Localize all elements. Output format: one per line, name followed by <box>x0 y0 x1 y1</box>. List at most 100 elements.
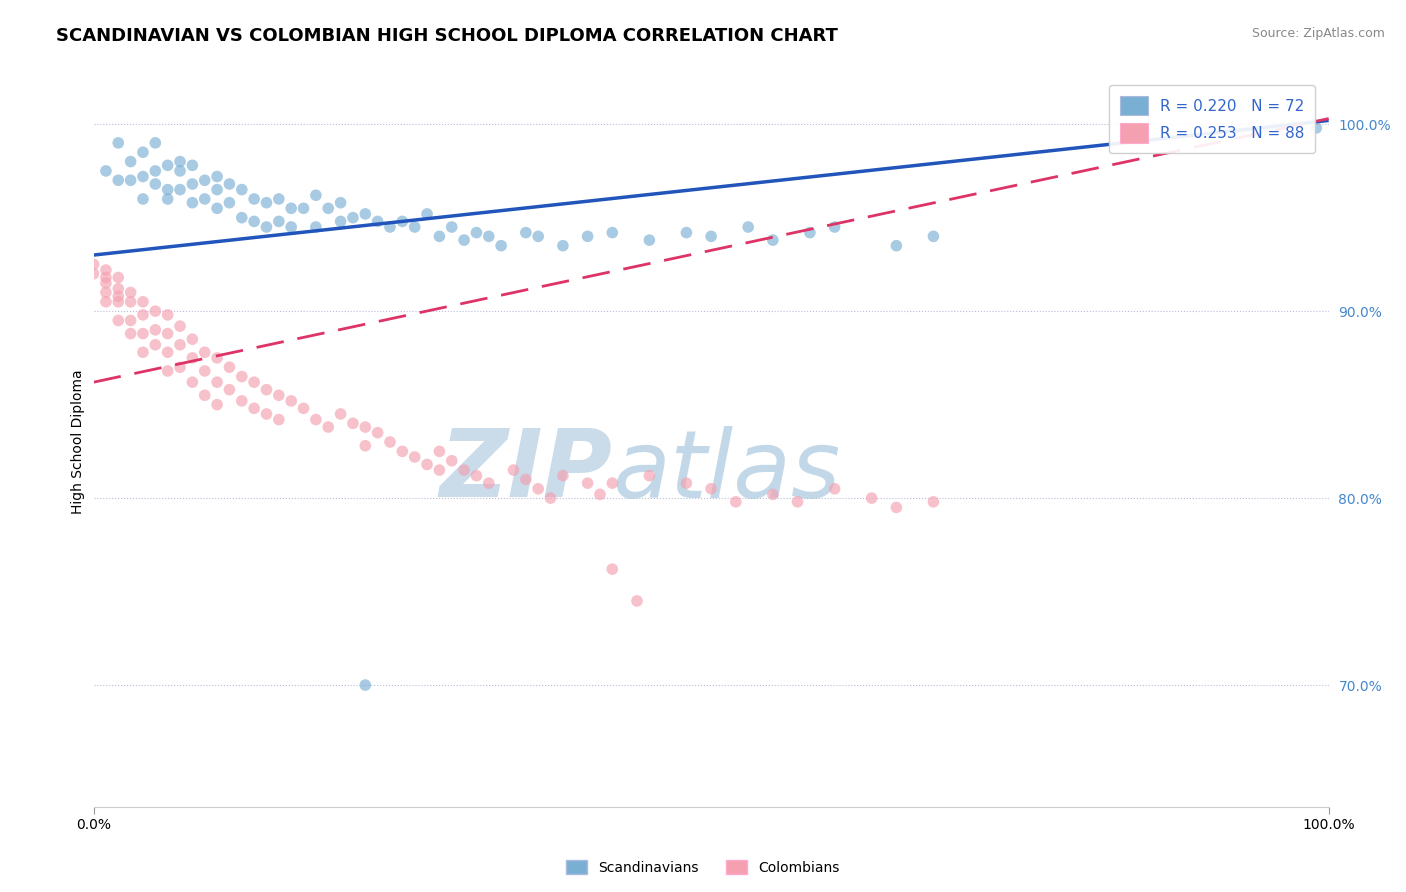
Point <box>231 183 253 197</box>
Point <box>724 495 747 509</box>
Text: ZIP: ZIP <box>440 425 612 517</box>
Point <box>181 177 204 191</box>
Point <box>551 468 574 483</box>
Point <box>256 195 278 210</box>
Point <box>231 393 253 408</box>
Point <box>181 332 204 346</box>
Point <box>404 450 426 464</box>
Point <box>305 412 328 426</box>
Point <box>416 458 439 472</box>
Point <box>527 229 550 244</box>
Point <box>218 383 240 397</box>
Point <box>354 420 377 434</box>
Point <box>156 158 179 172</box>
Point <box>465 226 488 240</box>
Point <box>675 226 697 240</box>
Point <box>329 195 352 210</box>
Point <box>737 219 759 234</box>
Point <box>638 233 661 247</box>
Point <box>143 177 166 191</box>
Point <box>231 211 253 225</box>
Point <box>120 154 142 169</box>
Point <box>453 463 475 477</box>
Point <box>107 313 129 327</box>
Point <box>132 145 155 160</box>
Point <box>256 219 278 234</box>
Point <box>143 338 166 352</box>
Point <box>316 420 339 434</box>
Point <box>267 412 290 426</box>
Point <box>243 214 266 228</box>
Point <box>342 417 364 431</box>
Point <box>120 326 142 341</box>
Point <box>169 164 191 178</box>
Point <box>169 360 191 375</box>
Point <box>416 207 439 221</box>
Point <box>181 158 204 172</box>
Point <box>107 173 129 187</box>
Point <box>762 233 785 247</box>
Point <box>440 219 463 234</box>
Point <box>94 276 117 290</box>
Point <box>205 375 228 389</box>
Point <box>329 214 352 228</box>
Point <box>404 219 426 234</box>
Point <box>83 257 105 271</box>
Point <box>205 183 228 197</box>
Point <box>231 369 253 384</box>
Point <box>156 345 179 359</box>
Point <box>194 192 217 206</box>
Point <box>181 351 204 365</box>
Point <box>218 177 240 191</box>
Point <box>478 476 501 491</box>
Point <box>502 463 524 477</box>
Point <box>600 226 623 240</box>
Point <box>107 289 129 303</box>
Point <box>156 183 179 197</box>
Point <box>205 169 228 184</box>
Point <box>700 229 723 244</box>
Point <box>429 444 451 458</box>
Legend: Scandinavians, Colombians: Scandinavians, Colombians <box>561 855 845 880</box>
Point <box>626 594 648 608</box>
Point <box>94 294 117 309</box>
Point <box>329 407 352 421</box>
Point <box>354 439 377 453</box>
Point <box>120 294 142 309</box>
Point <box>922 229 945 244</box>
Point <box>205 202 228 216</box>
Point <box>256 407 278 421</box>
Point <box>515 226 537 240</box>
Point <box>94 285 117 300</box>
Point <box>143 304 166 318</box>
Point <box>391 444 413 458</box>
Point <box>194 388 217 402</box>
Point <box>824 219 846 234</box>
Point <box>280 219 302 234</box>
Point <box>515 472 537 486</box>
Point <box>243 401 266 416</box>
Point <box>156 326 179 341</box>
Point <box>132 308 155 322</box>
Point <box>589 487 612 501</box>
Point <box>378 219 401 234</box>
Point <box>194 173 217 187</box>
Point <box>205 351 228 365</box>
Point <box>824 482 846 496</box>
Point <box>120 313 142 327</box>
Point <box>169 338 191 352</box>
Point <box>156 364 179 378</box>
Point <box>292 401 315 416</box>
Point <box>551 238 574 252</box>
Point <box>922 495 945 509</box>
Point <box>292 202 315 216</box>
Point <box>440 453 463 467</box>
Point <box>107 294 129 309</box>
Point <box>465 468 488 483</box>
Point <box>429 229 451 244</box>
Point <box>83 267 105 281</box>
Point <box>181 195 204 210</box>
Point <box>489 238 512 252</box>
Point <box>886 500 908 515</box>
Point <box>194 345 217 359</box>
